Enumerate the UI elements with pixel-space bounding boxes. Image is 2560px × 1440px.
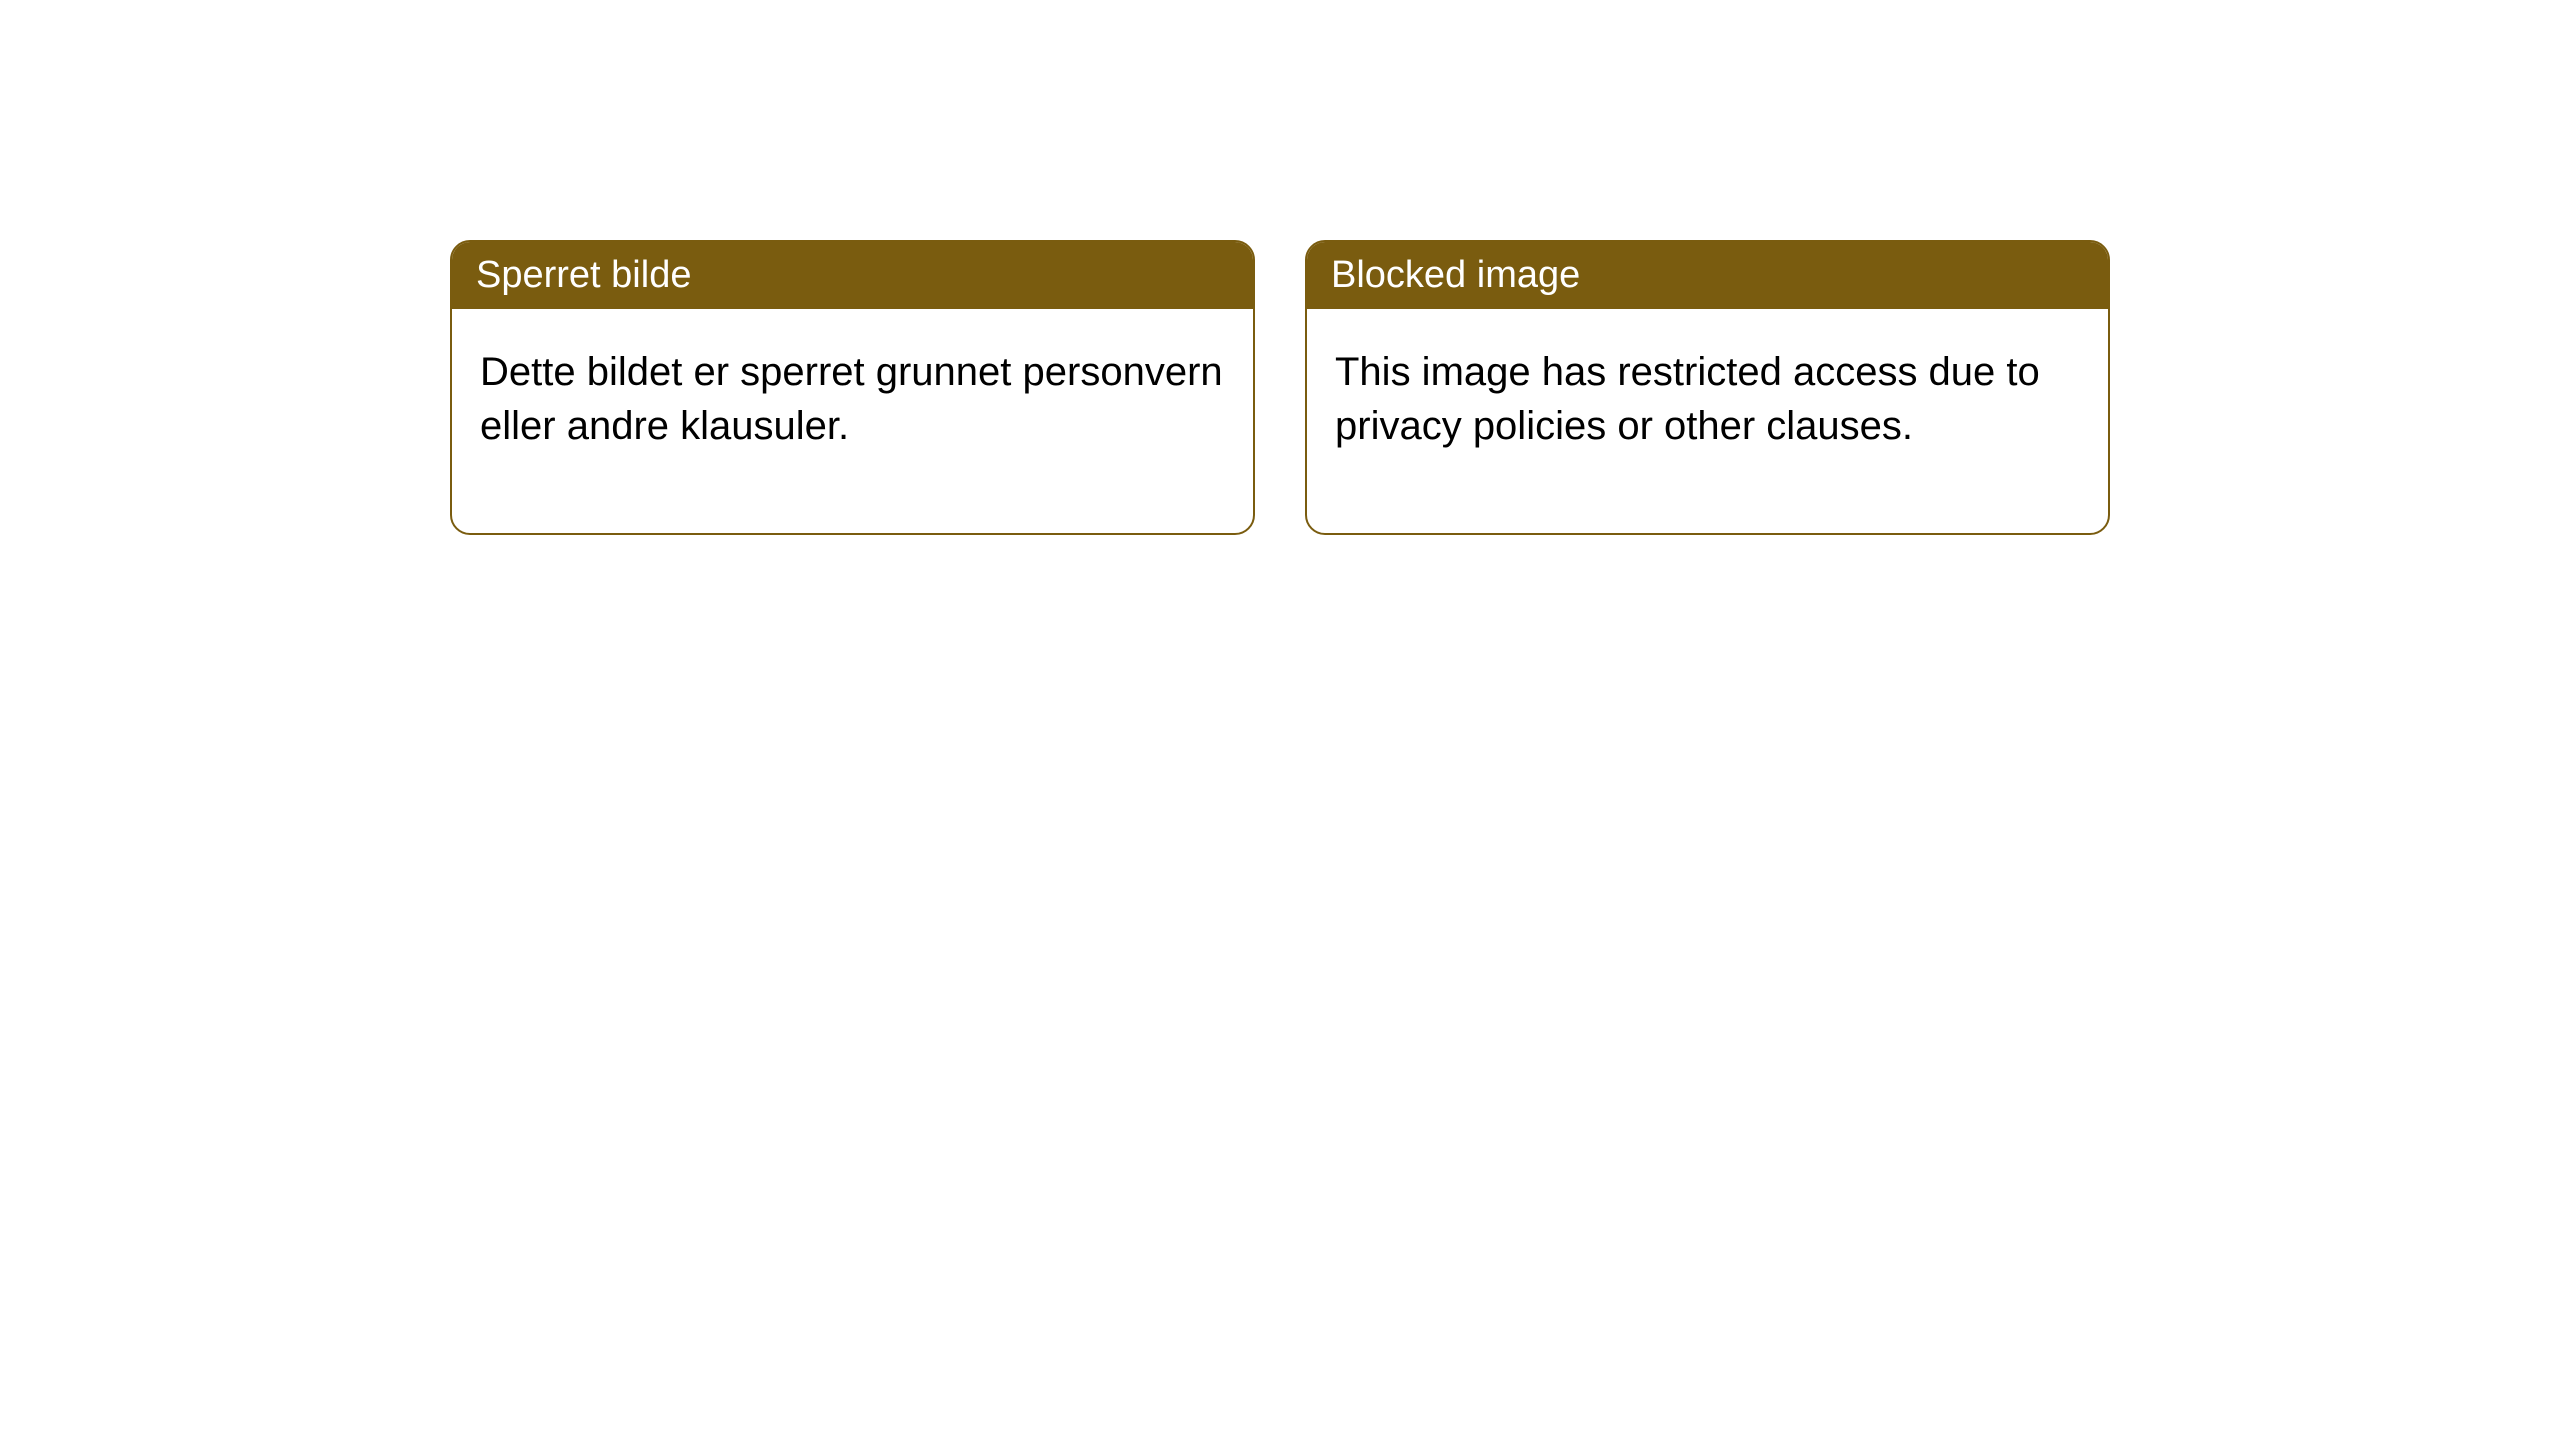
notice-cards-row: Sperret bilde Dette bildet er sperret gr… (0, 0, 2560, 535)
notice-card-title-no: Sperret bilde (452, 242, 1253, 309)
notice-card-body-en: This image has restricted access due to … (1307, 309, 2108, 533)
notice-card-title-en: Blocked image (1307, 242, 2108, 309)
notice-card-en: Blocked image This image has restricted … (1305, 240, 2110, 535)
notice-card-body-no: Dette bildet er sperret grunnet personve… (452, 309, 1253, 533)
notice-card-no: Sperret bilde Dette bildet er sperret gr… (450, 240, 1255, 535)
